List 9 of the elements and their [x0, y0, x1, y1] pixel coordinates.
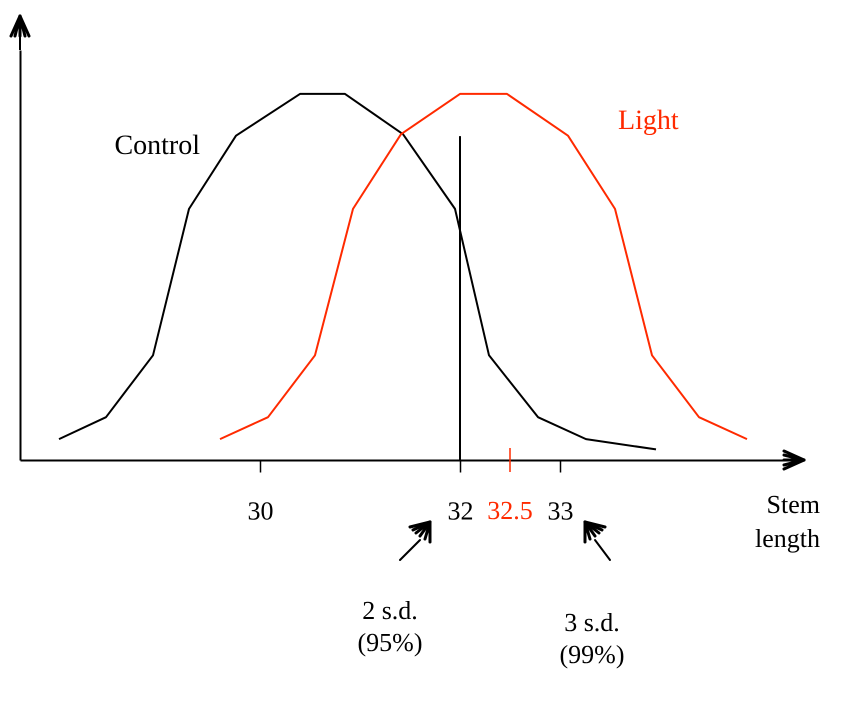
x-axis-title: Stem length [755, 490, 820, 553]
x-tick-label: 30 [248, 496, 274, 526]
ref-line-label: 32.5 [487, 496, 533, 525]
text: 2 s.d. (95%) [358, 596, 422, 657]
x-tick-label: 32 [448, 496, 474, 526]
series-label: Light [618, 104, 679, 136]
x-tick-label: 33 [548, 496, 574, 526]
series-label: Control [114, 130, 200, 161]
text: 3 s.d. (99%) [560, 608, 624, 669]
